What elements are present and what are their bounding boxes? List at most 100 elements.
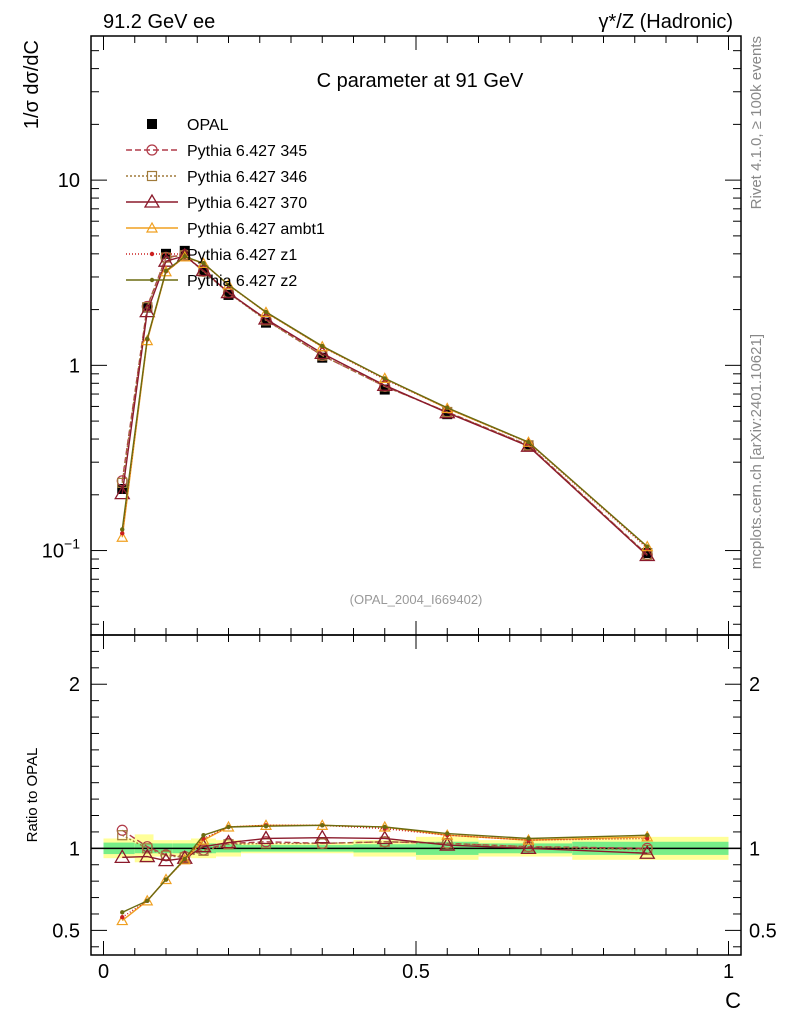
y-tick-label-right: 2 — [749, 674, 760, 696]
data-point — [641, 540, 654, 552]
data-point — [261, 317, 271, 328]
data-point — [195, 838, 212, 853]
data-point — [222, 278, 235, 290]
legend-item: Pythia 6.427 345 — [126, 143, 307, 160]
data-point — [445, 405, 450, 410]
data-point — [120, 527, 125, 532]
data-point — [263, 309, 269, 315]
legend-label: Pythia 6.427 z1 — [187, 247, 297, 264]
data-point — [257, 830, 275, 845]
data-point — [259, 306, 273, 318]
data-point — [645, 544, 650, 549]
data-point — [117, 830, 128, 841]
series-pythia-6-427-370 — [114, 247, 656, 562]
series-pythia-6-427-z2 — [120, 254, 650, 549]
data-point — [145, 221, 159, 233]
data-point — [376, 830, 393, 845]
data-point — [146, 170, 158, 182]
legend-item: Pythia 6.427 346 — [126, 169, 307, 186]
side-label-mcplots: mcplots.cern.ch [arXiv:2401.10621] — [748, 334, 765, 569]
legend-label: Pythia 6.427 z2 — [187, 273, 297, 290]
data-point — [197, 833, 210, 845]
data-point — [314, 829, 331, 844]
header-left: 91.2 GeV ee — [103, 11, 215, 33]
y-axis-label: 1/σ dσ/dC — [21, 40, 43, 129]
data-point — [176, 849, 193, 864]
data-point — [201, 833, 206, 838]
data-point — [159, 265, 173, 277]
data-point — [314, 345, 331, 360]
data-point — [182, 856, 187, 862]
ratio-y-ticks — [91, 650, 741, 948]
legend-label: Pythia 6.427 370 — [187, 195, 307, 212]
data-point — [641, 830, 654, 842]
ratio-series-pythia-6-427-z2 — [120, 823, 650, 915]
data-point — [182, 254, 187, 259]
data-point — [223, 289, 234, 300]
ratio-panel: 0 0.5 1 C 0.5 0.5 1 1 2 2 Ratio to OPAL — [24, 634, 777, 1013]
data-point — [163, 877, 169, 882]
data-point — [645, 833, 650, 838]
data-point — [382, 824, 387, 830]
series-line — [121, 256, 648, 549]
ratio-y-axis-label: Ratio to OPAL — [24, 748, 41, 843]
data-point — [114, 849, 131, 864]
legend-item: OPAL — [147, 117, 229, 134]
data-point — [320, 823, 325, 828]
data-point — [139, 848, 156, 863]
y-tick-label: 10−1 — [42, 536, 80, 563]
x-axis-label: C — [725, 988, 741, 1013]
series-line — [121, 254, 648, 556]
data-point — [120, 531, 125, 536]
legend-label: Pythia 6.427 346 — [187, 169, 307, 186]
data-point — [316, 340, 329, 352]
data-point — [442, 409, 453, 420]
series-pythia-6-427-346 — [117, 250, 653, 560]
data-point — [226, 824, 231, 830]
ratio-series-pythia-6-427-370 — [114, 829, 656, 867]
data-point — [146, 144, 158, 156]
series-pythia-6-427-345 — [116, 249, 653, 561]
series-pythia-6-427-z1 — [120, 254, 650, 551]
legend: OPAL Pythia 6.427 345 Pythia 6.427 346 Pyth… — [126, 117, 325, 290]
y-tick-label: 1 — [69, 838, 80, 860]
data-point — [157, 852, 175, 867]
data-point — [145, 898, 150, 904]
ratio-frame — [90, 634, 742, 956]
data-point — [159, 873, 173, 885]
y-tick-label: 1 — [69, 355, 80, 377]
data-point — [439, 836, 456, 851]
x-tick-label: 1 — [723, 961, 734, 983]
data-point — [639, 844, 656, 859]
data-point — [178, 250, 191, 262]
main-y-ticks — [91, 35, 741, 625]
y-tick-label-right: 0.5 — [749, 920, 777, 942]
series-line — [121, 256, 648, 548]
legend-item: Pythia 6.427 370 — [126, 193, 307, 212]
data-point — [526, 836, 531, 841]
data-point — [445, 831, 450, 836]
y-tick-label-right: 1 — [749, 838, 760, 860]
ratio-line — [121, 834, 648, 859]
data-point — [201, 261, 206, 266]
data-point — [376, 377, 393, 391]
y-tick-label: 10 — [58, 170, 80, 192]
ratio-x-ticks — [103, 635, 729, 955]
x-tick-label: 0 — [98, 961, 109, 983]
legend-label: Pythia 6.427 ambt1 — [187, 221, 325, 238]
legend-item: Pythia 6.427 z1 — [126, 247, 297, 264]
legend-label: Pythia 6.427 345 — [187, 143, 307, 160]
data-point — [116, 531, 129, 542]
data-point — [120, 915, 125, 920]
ratio-series-pythia-6-427-ambt1 — [116, 819, 654, 926]
series-opal — [117, 245, 653, 559]
data-point — [522, 436, 535, 447]
data-point — [139, 303, 156, 318]
series-pythia-6-427-ambt1 — [116, 250, 654, 552]
ratio-line — [121, 824, 648, 913]
data-point — [116, 914, 129, 926]
data-point — [220, 834, 237, 849]
data-point — [220, 284, 237, 299]
data-point — [195, 262, 212, 277]
